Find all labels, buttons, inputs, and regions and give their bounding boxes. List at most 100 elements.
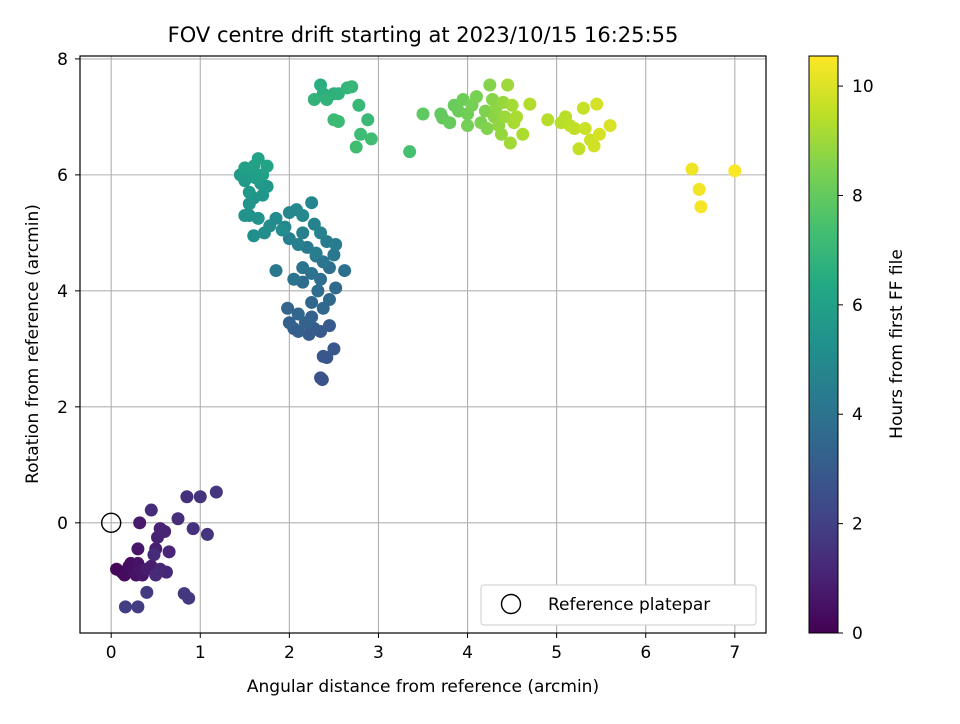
scatter-point — [501, 78, 515, 92]
scatter-point — [461, 119, 475, 133]
scatter-point — [305, 196, 319, 210]
scatter-point — [242, 185, 256, 199]
scatter-point — [251, 152, 265, 166]
scatter-point — [322, 319, 336, 333]
y-tick-label: 0 — [57, 514, 68, 534]
scatter-point — [291, 324, 305, 338]
scatter-point — [291, 307, 305, 321]
scatter-point — [327, 342, 341, 356]
scatter-point — [209, 485, 223, 499]
scatter-point — [131, 600, 145, 614]
scatter-point — [494, 127, 508, 141]
scatter-point — [338, 264, 352, 278]
scatter-point — [133, 516, 147, 530]
legend-entry-reference-platepar: Reference platepar — [548, 595, 710, 615]
x-axis-label: Angular distance from reference (arcmin) — [247, 677, 599, 697]
x-tick-label: 2 — [284, 643, 295, 663]
scatter-point — [364, 132, 378, 146]
scatter-point — [590, 97, 604, 111]
scatter-point — [510, 110, 524, 124]
scatter-point — [296, 261, 310, 275]
scatter-point — [603, 119, 617, 133]
colorbar-gradient — [808, 55, 839, 634]
scatter-point — [305, 295, 319, 309]
scatter-point — [147, 548, 161, 562]
y-axis-ticks: 0 2 4 6 8 — [57, 50, 80, 534]
scatter-point — [416, 107, 430, 121]
colorbar-tick-label: 2 — [852, 515, 863, 535]
scatter-point — [523, 97, 537, 111]
scatter-point — [685, 162, 699, 176]
colorbar-tick-label: 6 — [852, 296, 863, 316]
x-axis-ticks: 0 1 2 3 4 5 6 7 — [106, 633, 740, 663]
x-tick-label: 5 — [551, 643, 562, 663]
scatter-point — [296, 226, 310, 240]
colorbar-label: Hours from first FF file — [887, 249, 907, 439]
scatter-point — [269, 264, 283, 278]
scatter-point — [149, 568, 163, 582]
scatter-point — [692, 182, 706, 196]
scatter-point — [316, 349, 330, 363]
scatter-point — [469, 90, 483, 104]
scatter-point — [352, 98, 366, 112]
scatter-point — [541, 113, 555, 127]
scatter-point — [345, 80, 359, 94]
scatter-point — [592, 127, 606, 141]
scatter-point — [503, 136, 517, 150]
reference-platepar-marker — [100, 512, 122, 534]
scatter-point — [694, 200, 708, 214]
scatter-point — [118, 600, 132, 614]
scatter-point — [314, 226, 328, 240]
scatter-point — [144, 503, 158, 517]
scatter-point — [354, 127, 368, 141]
plot-frame — [79, 55, 767, 634]
scatter-point — [305, 310, 319, 324]
scatter-point — [296, 208, 310, 222]
colorbar-tick-label: 0 — [852, 624, 863, 644]
scatter-point — [186, 522, 200, 536]
x-tick-label: 6 — [640, 643, 651, 663]
y-axis-label: Rotation from reference (arcmin) — [23, 204, 43, 484]
scatter-point — [314, 371, 328, 385]
reference-marker — [100, 512, 122, 534]
scatter-point — [361, 113, 375, 127]
scatter-point — [247, 229, 261, 243]
legend-box — [480, 584, 757, 626]
scatter-point — [572, 142, 586, 156]
scatter-point — [171, 512, 185, 526]
scatter-point — [516, 127, 530, 141]
colorbar-tick-label: 4 — [852, 405, 863, 425]
y-tick-label: 4 — [57, 282, 68, 302]
scatter-point — [329, 237, 343, 251]
scatter-point — [309, 246, 323, 260]
scatter-point — [282, 316, 296, 330]
scatter-point — [282, 232, 296, 246]
scatter-point — [158, 525, 172, 539]
legend: Reference platepar — [480, 584, 757, 626]
scatter-point — [200, 527, 214, 541]
x-tick-label: 0 — [106, 643, 117, 663]
scatter-point — [287, 272, 301, 286]
scatter-point — [182, 591, 196, 605]
scatter-point — [322, 293, 336, 307]
scatter-point — [329, 281, 343, 295]
scatter-point — [331, 115, 345, 129]
scatter-point — [505, 98, 519, 112]
scatter-point — [260, 159, 274, 173]
x-tick-label: 3 — [373, 643, 384, 663]
scatter-point — [320, 92, 334, 106]
scatter-point — [578, 121, 592, 135]
colorbar-ticks: 0 2 4 6 8 10 — [838, 77, 874, 644]
scatter-point — [275, 223, 289, 237]
grid-lines — [80, 56, 766, 633]
y-tick-label: 2 — [57, 398, 68, 418]
colorbar-tick-label: 10 — [852, 77, 874, 97]
data-points — [110, 78, 742, 614]
scatter-point — [316, 255, 330, 269]
scatter-point — [257, 226, 271, 240]
scatter-point — [567, 121, 581, 135]
y-tick-label: 8 — [57, 50, 68, 70]
colorbar: 0 2 4 6 8 10 Hours from first FF file — [808, 55, 907, 644]
